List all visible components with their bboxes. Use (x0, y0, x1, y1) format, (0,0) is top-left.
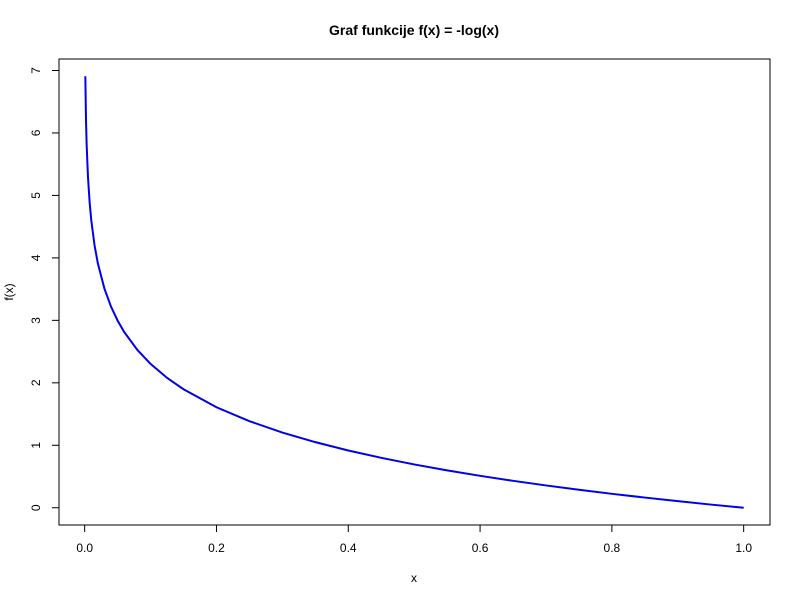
y-tick-label: 0 (29, 504, 43, 511)
plot-frame (58, 58, 771, 526)
y-tick-label: 4 (29, 254, 43, 261)
x-tick-label: 0.8 (604, 541, 621, 555)
x-tick-label: 0.4 (340, 541, 357, 555)
y-axis-label: f(x) (2, 283, 16, 300)
y-axis: 0 1 2 3 4 5 6 7 (29, 67, 60, 511)
x-axis-label: x (411, 571, 417, 585)
series-line (84, 76, 744, 509)
y-tick-label: 5 (29, 192, 43, 199)
y-tick-label: 2 (29, 379, 43, 386)
y-tick-label: 7 (29, 67, 43, 74)
y-tick-label: 3 (29, 317, 43, 324)
x-tick-label: 0.6 (472, 541, 489, 555)
x-axis: 0.0 0.2 0.4 0.6 0.8 1.0 (76, 524, 752, 555)
y-tick-label: 6 (29, 129, 43, 136)
x-tick-label: 1.0 (735, 541, 752, 555)
series-layer (84, 76, 744, 509)
y-tick-label: 1 (29, 442, 43, 449)
x-tick-label: 0.2 (208, 541, 225, 555)
x-tick-label: 0.0 (76, 541, 93, 555)
chart-title: Graf funkcije f(x) = -log(x) (329, 22, 499, 38)
